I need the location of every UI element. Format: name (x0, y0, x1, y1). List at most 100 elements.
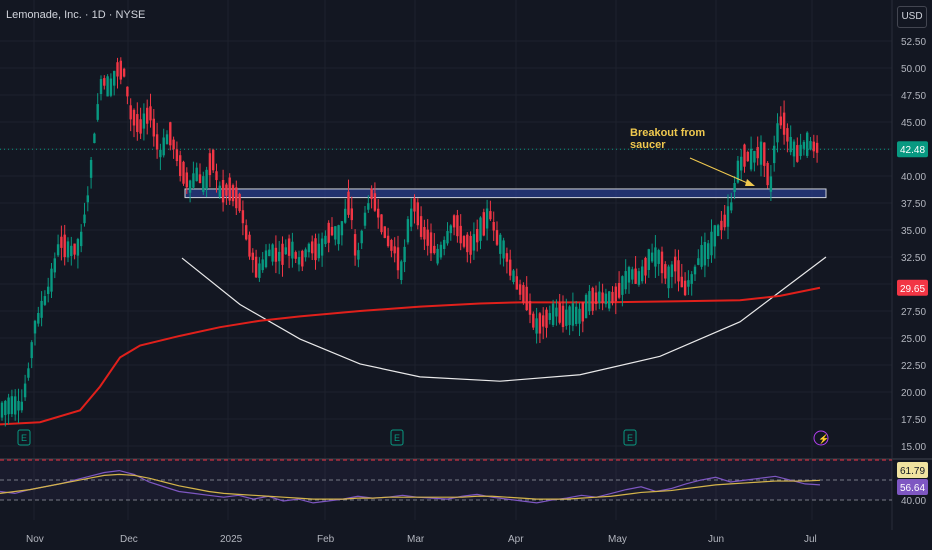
time-axis-tick: Apr (508, 534, 524, 545)
candle-body (746, 151, 749, 162)
candle-body (258, 263, 261, 278)
candle-body (736, 160, 740, 183)
candle-body (482, 212, 485, 236)
candle-body (0, 402, 4, 418)
candle-body (588, 291, 591, 312)
candle-body (113, 70, 116, 86)
candle-body (380, 214, 383, 233)
candle-body (710, 231, 713, 256)
annotation-line-1: Breakout from (630, 127, 706, 139)
candle-body (763, 142, 766, 166)
candle-body (799, 144, 802, 156)
candle-body (60, 236, 63, 248)
earnings-icon-label: E (394, 433, 400, 443)
candle-body (449, 225, 452, 234)
time-axis-tick: Mar (407, 534, 425, 545)
candle-body (634, 268, 637, 284)
candle-body (614, 286, 617, 302)
candle-body (637, 271, 641, 285)
candle-body (528, 301, 532, 315)
rsi-axis-tick: 40.00 (901, 496, 926, 507)
candle-body (664, 264, 667, 279)
candle-body (43, 296, 47, 305)
price-axis-tick: 15.00 (901, 442, 926, 453)
candle-body (545, 309, 548, 328)
candle-body (495, 230, 499, 245)
earnings-icon[interactable] (623, 429, 637, 446)
candle-body (667, 266, 670, 289)
candle-body (76, 239, 80, 256)
candle-body (558, 302, 561, 323)
candle-body (716, 225, 720, 236)
candle-body (353, 234, 357, 256)
candle-body (733, 183, 736, 193)
price-axis-tick: 32.50 (901, 253, 926, 264)
candle-body (70, 245, 73, 256)
candle-body (221, 180, 225, 203)
candle-body (122, 68, 126, 77)
candle-body (89, 159, 93, 178)
candle-body (106, 76, 109, 97)
candle-body (53, 258, 56, 273)
price-axis-tick: 22.50 (901, 361, 926, 372)
candle-body (297, 257, 301, 265)
currency-button[interactable]: USD (897, 6, 927, 28)
rsi-badge (897, 479, 928, 495)
candle-body (601, 292, 604, 304)
candle-body (14, 396, 17, 415)
candle-body (446, 231, 449, 244)
candle-body (472, 234, 476, 251)
candle-body (188, 180, 192, 193)
candle-body (231, 185, 235, 202)
candle-body (291, 241, 294, 259)
event-flash-icon[interactable] (813, 430, 829, 446)
candle-body (776, 123, 779, 143)
candle-body (126, 86, 129, 97)
candle-body (617, 283, 621, 298)
candle-body (680, 276, 683, 288)
candle-body (769, 176, 773, 192)
candle-body (809, 141, 812, 150)
candle-body (815, 142, 819, 153)
candle-body (383, 226, 386, 238)
candle-body (660, 251, 664, 274)
candle-body (443, 239, 446, 249)
candle-body (779, 116, 782, 126)
price-axis-tick: 47.50 (901, 91, 926, 102)
moving-average-line (0, 286, 821, 426)
candle-body (80, 231, 83, 247)
candle-body (591, 287, 594, 311)
candle-body (509, 259, 512, 276)
candle-body (47, 286, 50, 294)
price-axis-tick: 45.00 (901, 118, 926, 129)
candle-body (426, 229, 429, 246)
rsi-badge-text: 56.64 (900, 483, 925, 494)
candle-body (532, 313, 535, 328)
candle-body (271, 244, 274, 262)
event-flash-glyph: ⚡ (818, 433, 829, 445)
candle-body (103, 78, 106, 86)
candle-body (657, 250, 660, 264)
candle-body (479, 217, 482, 241)
candle-body (37, 312, 40, 324)
candle-body (542, 315, 545, 327)
candle-body (33, 320, 37, 334)
earnings-icon[interactable] (17, 429, 31, 446)
candle-body (502, 240, 505, 259)
candle-body (393, 246, 396, 254)
candle-body (146, 107, 149, 124)
candle-body (782, 112, 786, 135)
candle-body (436, 248, 439, 264)
candle-body (505, 253, 509, 262)
earnings-icon[interactable] (390, 429, 404, 446)
candle-body (693, 266, 697, 275)
price-axis-tick: 40.00 (901, 172, 926, 183)
candle-body (571, 303, 575, 326)
candle-body (406, 219, 410, 243)
candle-body (327, 222, 330, 243)
candle-body (518, 284, 522, 295)
candle-body (756, 147, 759, 159)
candle-body (314, 238, 317, 261)
candle-body (139, 119, 142, 134)
